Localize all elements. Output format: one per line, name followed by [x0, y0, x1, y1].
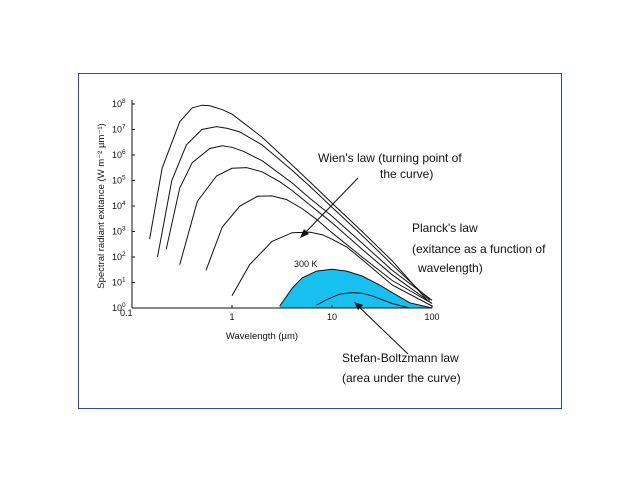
planck-curve-4 — [179, 167, 433, 304]
stefan-boltzmann-line-1: Stefan-Boltzmann law — [342, 351, 459, 365]
stefan-boltzmann-arrow — [354, 302, 409, 355]
tick-labels: 100 101 102 103 104 105 106 107 108 0.1 1 10 100 — [112, 98, 440, 322]
planck-curve-2 — [157, 126, 431, 301]
y-tick-label-5: 105 — [112, 175, 126, 186]
planck-curve-8 — [316, 292, 410, 309]
x-axis-label: Wavelength (µm) — [226, 331, 298, 342]
planck-law-line-3: wavelength) — [417, 261, 483, 275]
y-tick-label-8: 108 — [112, 98, 126, 109]
curves-layer — [149, 104, 433, 309]
x-tick-label-3: 100 — [424, 312, 439, 322]
planck-law-line-1: Planck's law — [412, 221, 478, 235]
y-tick-label-6: 106 — [112, 149, 126, 160]
area-under-curve-layer — [279, 269, 432, 308]
planck-law-line-2: (exitance as a function of — [412, 242, 546, 256]
planck-curve-3 — [165, 145, 433, 301]
wien-law-arrow — [300, 177, 359, 238]
planck-curve-6 — [231, 231, 433, 307]
y-tick-label-7: 107 — [112, 124, 126, 135]
x-tick-label-1: 1 — [229, 312, 234, 322]
x-tick-label-2: 10 — [327, 312, 337, 322]
area-under-300k-curve — [279, 269, 432, 308]
y-tick-label-1: 101 — [112, 277, 126, 288]
y-tick-label-0: 100 — [112, 302, 126, 313]
y-tick-label-2: 102 — [112, 251, 126, 262]
wien-law-line-2: the curve) — [380, 167, 433, 181]
y-tick-label-3: 103 — [112, 226, 126, 237]
slide-frame — [78, 73, 562, 409]
y-tick-label-4: 104 — [112, 200, 126, 211]
planck-curve-7 — [279, 268, 433, 309]
x-tick-label-0: 0.1 — [120, 308, 133, 318]
planck-curve-1 — [149, 104, 428, 301]
axes — [131, 100, 432, 309]
wien-law-line-1: Wien's law (turning point of — [318, 151, 462, 165]
stefan-boltzmann-line-2: (area under the curve) — [342, 371, 461, 385]
planck-curve-5 — [205, 195, 433, 304]
y-axis-label: Spectral radiant exitance (W m⁻² µm⁻¹) — [96, 123, 107, 288]
curve-label-300k: 300 K — [294, 259, 318, 269]
